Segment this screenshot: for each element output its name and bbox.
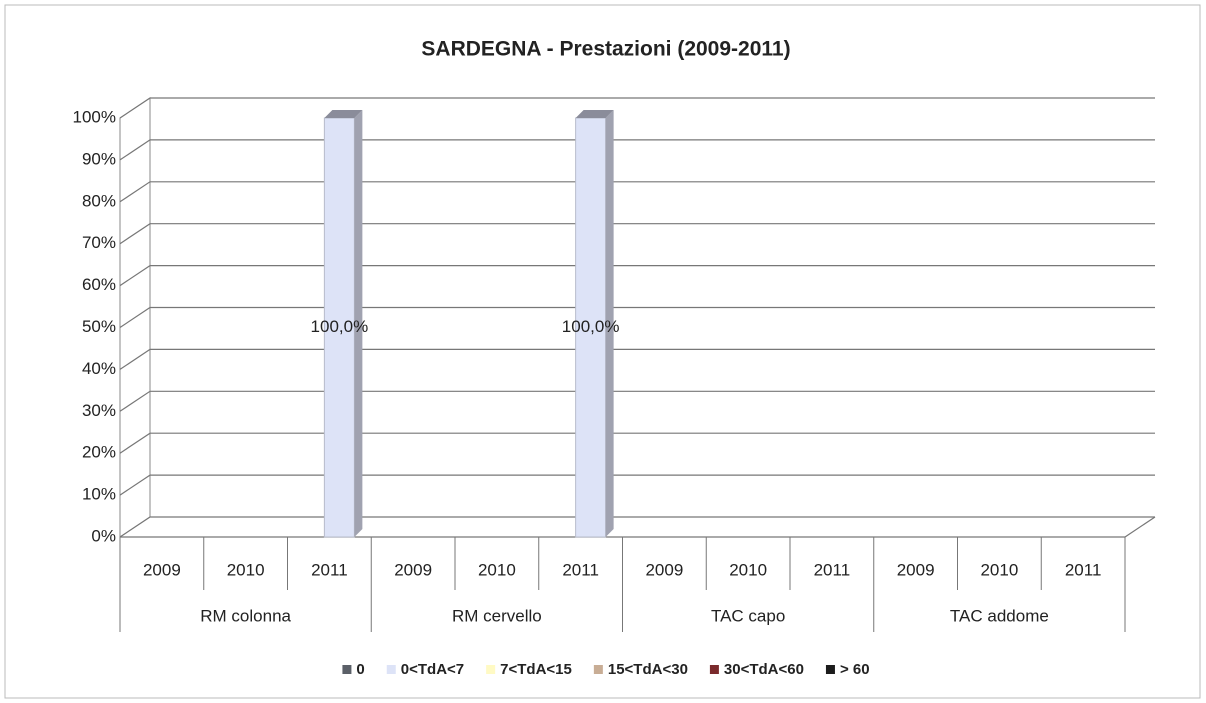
group-label: TAC addome — [950, 606, 1049, 625]
bar-top — [575, 110, 614, 118]
grid-line — [119, 348, 1155, 370]
x-tick-label: 2011 — [1065, 560, 1102, 579]
grid-line — [119, 432, 1155, 454]
y-tick-label: 80% — [82, 191, 116, 210]
x-tick-label: 2011 — [562, 560, 599, 579]
y-tick-label: 40% — [82, 359, 116, 378]
y-tick-label: 20% — [82, 443, 116, 462]
y-tick-label: 0% — [91, 526, 116, 545]
y-tick-label: 90% — [82, 149, 116, 168]
grid-line — [119, 97, 1155, 119]
y-tick-label: 10% — [82, 485, 116, 504]
x-tick-label: 2010 — [980, 560, 1018, 579]
legend-swatch — [825, 665, 835, 674]
data-label: 100,0% — [311, 317, 369, 336]
x-tick-label: 2010 — [227, 560, 265, 579]
legend-label: 7<TdA<15 — [500, 661, 572, 678]
data-label: 100,0% — [562, 317, 620, 336]
grid-line — [119, 306, 1155, 328]
legend-label: 15<TdA<30 — [608, 661, 688, 678]
y-tick-label: 100% — [73, 107, 116, 126]
x-tick-label: 2010 — [478, 560, 516, 579]
y-tick-label: 70% — [82, 233, 116, 252]
grid-line — [119, 181, 1155, 203]
grid-line — [119, 390, 1155, 412]
x-tick-label: 2009 — [143, 560, 181, 579]
legend-label: 0 — [356, 661, 364, 678]
y-tick-label: 30% — [82, 401, 116, 420]
bar — [323, 110, 363, 538]
bar-side — [605, 110, 614, 537]
grid-line — [119, 474, 1155, 496]
grid-line — [119, 265, 1155, 287]
grid-line — [119, 516, 1155, 538]
group-label: RM colonna — [200, 606, 291, 625]
x-tick-label: 2011 — [814, 560, 851, 579]
legend-swatch — [386, 665, 396, 674]
legend-swatch — [709, 665, 719, 674]
x-tick-label: 2009 — [394, 560, 432, 579]
y-tick-label: 60% — [82, 275, 116, 294]
bar-front — [575, 117, 607, 538]
legend-swatch — [486, 665, 496, 674]
legend-swatch — [593, 665, 603, 674]
x-tick-label: 2009 — [897, 560, 935, 579]
legend-label: > 60 — [840, 661, 870, 678]
x-tick-label: 2009 — [645, 560, 683, 579]
group-label: TAC capo — [711, 606, 785, 625]
group-label: RM cervello — [452, 606, 542, 625]
bar-top — [324, 110, 363, 118]
x-tick-label: 2010 — [729, 560, 767, 579]
legend-label: 0<TdA<7 — [401, 661, 464, 678]
legend-label: 30<TdA<60 — [724, 661, 804, 678]
grid-line — [119, 139, 1155, 161]
bar-side — [354, 110, 363, 537]
bar — [575, 110, 614, 538]
grid-line — [119, 223, 1155, 245]
legend-swatch — [342, 665, 352, 674]
x-tick-label: 2011 — [311, 560, 348, 579]
chart-title: SARDEGNA - Prestazioni (2009-2011) — [421, 38, 790, 61]
bar-front — [323, 117, 355, 538]
y-tick-label: 50% — [82, 317, 116, 336]
